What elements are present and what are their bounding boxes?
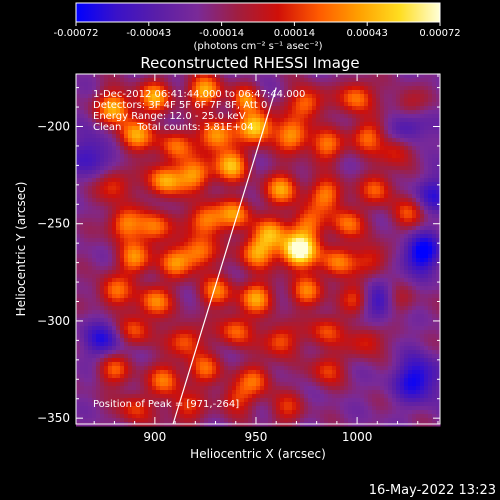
x-tick-label: 950 bbox=[245, 430, 268, 444]
y-tick-label: −200 bbox=[37, 120, 70, 134]
annotation-time-range: 1-Dec-2012 06:41:44.000 to 06:47:44.000 bbox=[93, 89, 305, 100]
annotation-energy-range: Energy Range: 12.0 - 25.0 keV bbox=[93, 111, 246, 122]
annotations: 1-Dec-2012 06:41:44.000 to 06:47:44.000 … bbox=[93, 89, 305, 410]
x-tick-label: 900 bbox=[143, 430, 166, 444]
plot-area: 900 950 1000 −200 −250 −300 −350 bbox=[37, 73, 441, 444]
colorbar-tick-label: -0.00014 bbox=[199, 28, 244, 39]
colorbar-tick-label: -0.00043 bbox=[126, 28, 171, 39]
footer-timestamp: 16-May-2022 13:23 bbox=[369, 483, 496, 498]
y-axis-label: Heliocentric Y (arcsec) bbox=[14, 182, 28, 317]
heatmap-image bbox=[76, 74, 441, 427]
x-tick-label: 1000 bbox=[342, 430, 373, 444]
colorbar-ticks: -0.00072 -0.00043 -0.00014 0.00014 0.00043 0.… bbox=[54, 22, 461, 39]
chart-title: Reconstructed RHESSI Image bbox=[140, 54, 359, 72]
axis-ticks: 900 950 1000 −200 −250 −300 −350 bbox=[37, 74, 440, 444]
annotation-detectors: Detectors: 3F 4F 5F 6F 7F 8F, Att 0 bbox=[93, 100, 267, 111]
colorbar: -0.00072 -0.00043 -0.00014 0.00014 0.00043 0.… bbox=[54, 2, 461, 52]
y-tick-label: −300 bbox=[37, 314, 70, 328]
colorbar-tick-label: 0.00043 bbox=[347, 28, 388, 39]
colorbar-tick-label: 0.00014 bbox=[274, 28, 315, 39]
annotation-method: Clean Total counts: 3.81E+04 bbox=[93, 122, 253, 133]
plot-frame bbox=[75, 73, 441, 425]
colorbar-tick-label: -0.00072 bbox=[54, 28, 99, 39]
y-tick-label: −250 bbox=[37, 217, 70, 231]
colorbar-units-label: (photons cm⁻² s⁻¹ asec⁻²) bbox=[193, 41, 322, 52]
solar-limb-line bbox=[172, 87, 277, 425]
y-tick-label: −350 bbox=[37, 411, 70, 425]
x-axis-label: Heliocentric X (arcsec) bbox=[190, 447, 326, 461]
annotation-peak: Position of Peak = [971,-264] bbox=[93, 399, 239, 410]
colorbar-tick-label: 0.00072 bbox=[419, 28, 460, 39]
colorbar-gradient bbox=[75, 2, 441, 23]
